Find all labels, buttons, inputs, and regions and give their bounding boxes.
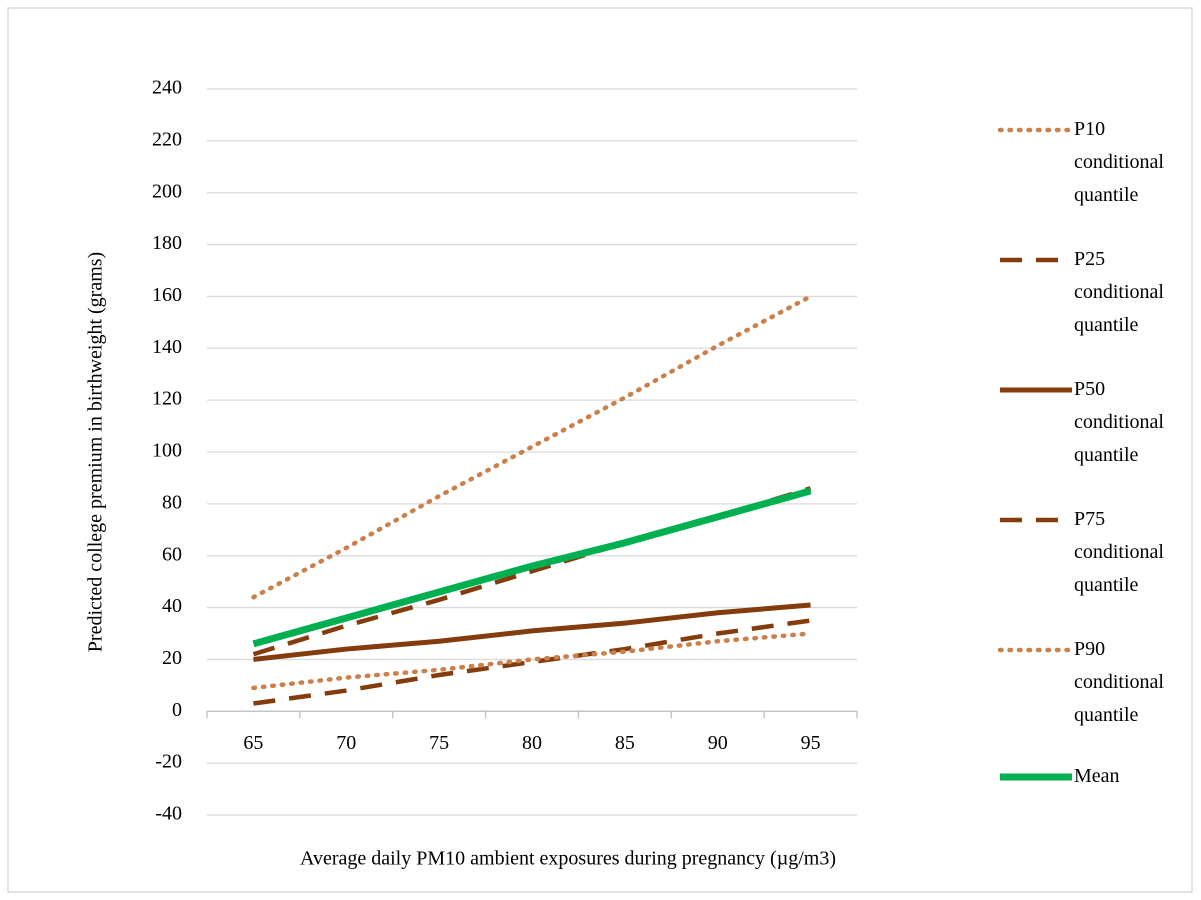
- y-tick-label: 20: [162, 647, 182, 669]
- y-tick-label: 220: [152, 128, 182, 150]
- legend-item: P25 conditional quantile: [1074, 248, 1164, 336]
- y-tick-label: 180: [152, 232, 182, 254]
- legend-item: P90 conditional quantile: [1074, 638, 1164, 726]
- y-tick-label: 100: [152, 440, 182, 462]
- series-line: [253, 618, 811, 706]
- series-line: [252, 487, 812, 648]
- y-tick-label: 0: [172, 699, 182, 721]
- series-line: [251, 631, 813, 691]
- y-tick-label: 80: [162, 491, 182, 513]
- y-tick-label: 200: [152, 180, 182, 202]
- legend-item: P50 conditional quantile: [1074, 378, 1164, 466]
- legend-label: P75 conditional quantile: [1074, 508, 1164, 596]
- x-axis-label: Average daily PM10 ambient exposures dur…: [300, 848, 836, 870]
- series-line: [253, 602, 811, 662]
- legend-item: P10 conditional quantile: [1074, 118, 1164, 206]
- y-tick-label: 40: [162, 595, 182, 617]
- x-tick-label: 95: [801, 732, 821, 754]
- legend-item: Mean: [1074, 765, 1120, 787]
- x-tick-label: 70: [336, 732, 356, 754]
- y-tick-label: 240: [152, 77, 182, 99]
- series-line: [251, 294, 813, 600]
- x-tick-label: 85: [615, 732, 635, 754]
- legend-label: Mean: [1074, 765, 1120, 787]
- y-tick-label: 60: [162, 543, 182, 565]
- y-tick-label: 120: [152, 388, 182, 410]
- x-tick-label: 90: [708, 732, 728, 754]
- legend-label: P90 conditional quantile: [1074, 638, 1164, 726]
- x-tick-label: 65: [243, 732, 263, 754]
- y-tick-label: 160: [152, 284, 182, 306]
- chart-border: [7, 7, 1193, 893]
- y-tick-label: 140: [152, 336, 182, 358]
- legend-label: P10 conditional quantile: [1074, 118, 1164, 206]
- y-tick-label: -20: [155, 751, 182, 773]
- legend-label: P25 conditional quantile: [1074, 248, 1164, 336]
- y-tick-label: -40: [155, 803, 182, 825]
- legend-label: P50 conditional quantile: [1074, 378, 1164, 466]
- x-tick-label: 80: [522, 732, 542, 754]
- x-tick-label: 75: [429, 732, 449, 754]
- legend-item: P75 conditional quantile: [1074, 508, 1164, 596]
- y-axis-label: Predicted college premium in birthweight…: [85, 252, 107, 652]
